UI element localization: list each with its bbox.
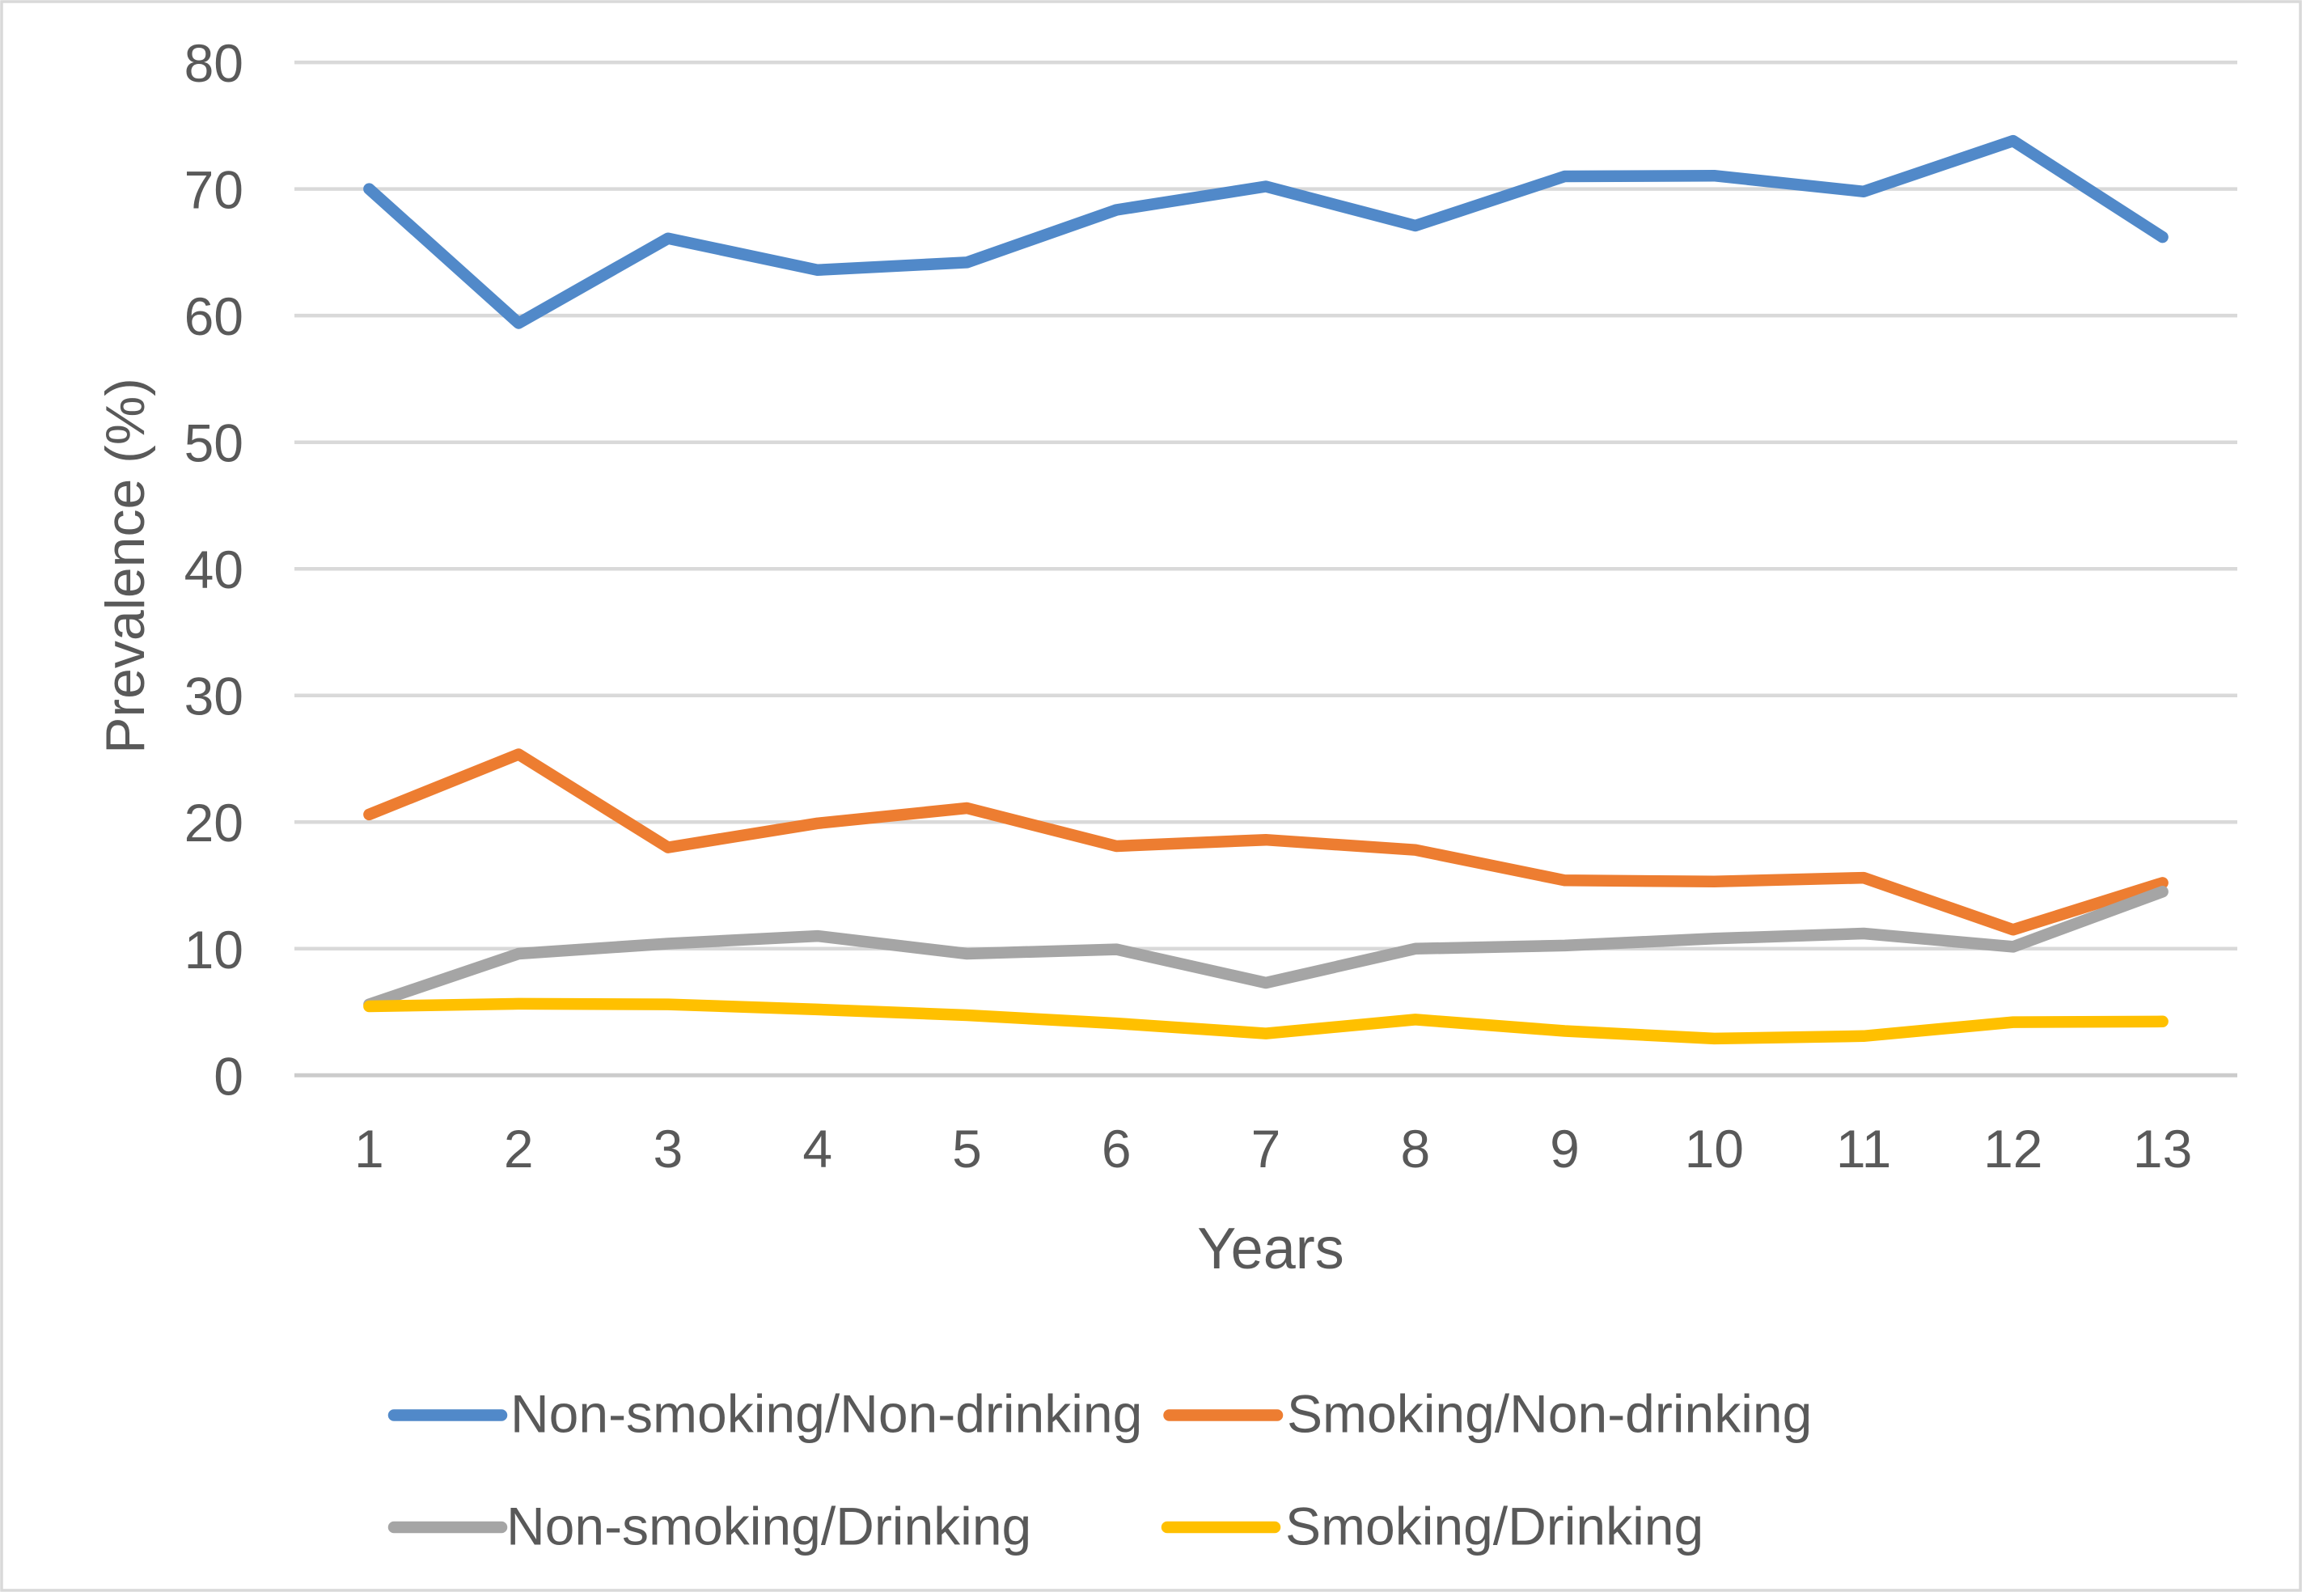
svg-text:3: 3 xyxy=(654,1119,683,1179)
svg-text:20: 20 xyxy=(184,793,243,853)
svg-text:7: 7 xyxy=(1251,1119,1281,1179)
svg-text:10: 10 xyxy=(1685,1119,1744,1179)
svg-text:70: 70 xyxy=(184,160,243,220)
svg-text:4: 4 xyxy=(802,1119,832,1179)
svg-text:1: 1 xyxy=(354,1119,384,1179)
svg-text:8: 8 xyxy=(1400,1119,1430,1179)
svg-text:Years: Years xyxy=(1197,1217,1344,1281)
svg-text:80: 80 xyxy=(184,33,243,93)
svg-text:0: 0 xyxy=(214,1046,243,1106)
svg-text:6: 6 xyxy=(1102,1119,1132,1179)
svg-text:13: 13 xyxy=(2133,1119,2192,1179)
svg-text:9: 9 xyxy=(1550,1119,1580,1179)
svg-text:12: 12 xyxy=(1983,1119,2042,1179)
svg-text:5: 5 xyxy=(952,1119,982,1179)
svg-text:30: 30 xyxy=(184,667,243,726)
svg-text:Prevalence (%): Prevalence (%) xyxy=(95,378,156,754)
svg-text:Smoking/Drinking: Smoking/Drinking xyxy=(1285,1496,1703,1556)
svg-text:11: 11 xyxy=(1836,1119,1892,1179)
svg-text:2: 2 xyxy=(504,1119,534,1179)
svg-text:10: 10 xyxy=(184,920,243,980)
svg-text:50: 50 xyxy=(184,413,243,473)
svg-text:Non-smoking/Non-drinking: Non-smoking/Non-drinking xyxy=(510,1384,1142,1444)
svg-text:40: 40 xyxy=(184,540,243,599)
svg-text:Smoking/Non-drinking: Smoking/Non-drinking xyxy=(1287,1384,1812,1444)
svg-text:Non-smoking/Drinking: Non-smoking/Drinking xyxy=(506,1496,1031,1556)
svg-text:60: 60 xyxy=(184,286,243,346)
